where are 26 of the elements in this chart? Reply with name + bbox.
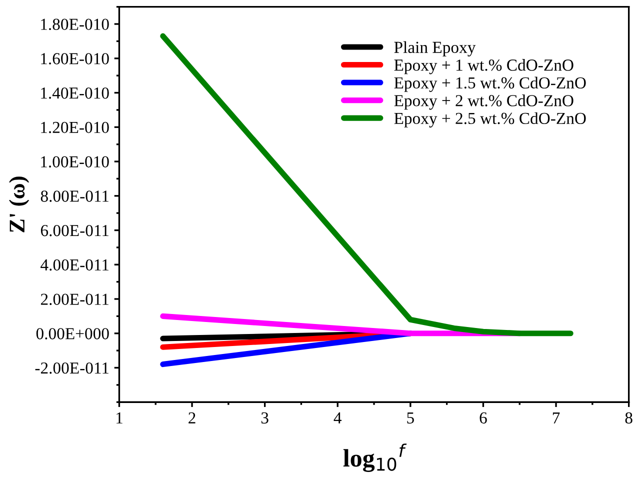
legend-label: Epoxy + 2 wt.% CdO-ZnO <box>394 94 574 110</box>
y-tick-label: 6.00E-011 <box>40 224 109 236</box>
x-axis-title: log$_{10}$$^{f}$ <box>343 444 407 472</box>
x-tick-label: 4 <box>334 412 342 424</box>
legend-label: Epoxy + 1 wt.% CdO-ZnO <box>394 59 574 74</box>
x-tick-label: 8 <box>625 412 632 424</box>
y-axis-title: Z' (ω) <box>8 176 30 232</box>
x-tick-label: 1 <box>116 412 122 424</box>
y-tick-label: 1.00E-010 <box>41 156 109 168</box>
y-tick-label: 0.00E+000 <box>36 328 109 340</box>
x-tick-label: 7 <box>552 412 560 424</box>
y-tick-label: 1.60E-010 <box>41 53 109 64</box>
legend-label: Plain Epoxy <box>394 41 476 56</box>
y-tick-label: 8.00E-011 <box>40 190 109 202</box>
y-tick-label: 2.00E-011 <box>40 294 109 306</box>
x-tick-label: 2 <box>188 412 196 424</box>
legend-label: Epoxy + 1.5 wt.% CdO-ZnO <box>394 76 586 92</box>
y-tick-label: 4.00E-011 <box>40 259 109 271</box>
x-tick-label: 5 <box>407 412 414 424</box>
x-tick-label: 3 <box>261 412 268 424</box>
y-tick-label: 1.40E-010 <box>41 87 109 99</box>
y-tick-label: 1.20E-010 <box>41 122 109 134</box>
legend-label: Epoxy + 2.5 wt.% CdO-ZnO <box>394 112 586 128</box>
y-tick-label: -2.00E-011 <box>35 362 109 374</box>
y-tick-label: 1.80E-010 <box>41 18 109 30</box>
x-tick-label: 6 <box>480 412 487 424</box>
